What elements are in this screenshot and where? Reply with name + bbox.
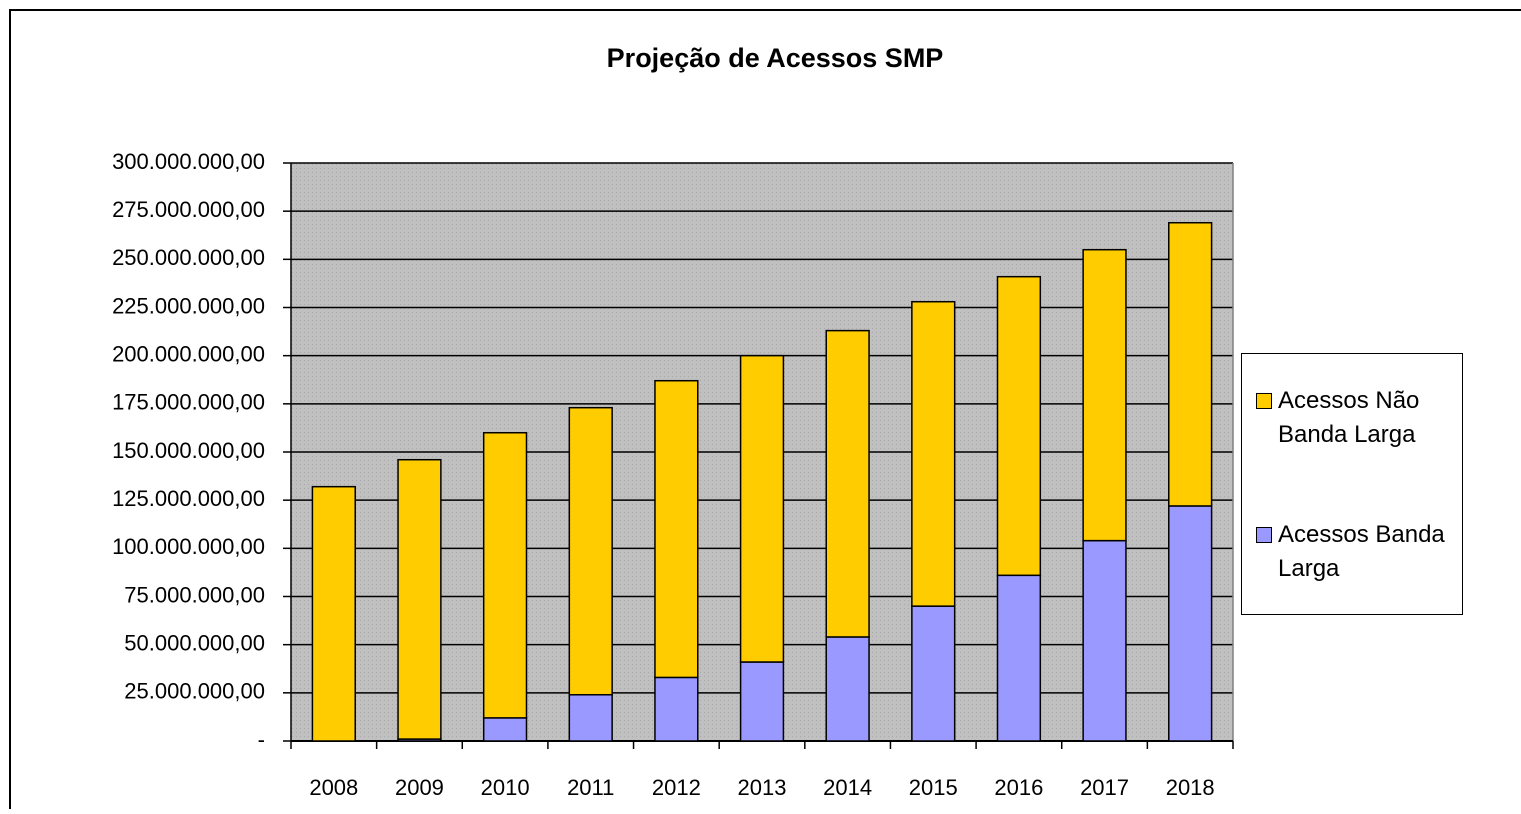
y-tick-label: 125.000.000,00 bbox=[112, 486, 265, 511]
y-tick-label: 25.000.000,00 bbox=[124, 679, 265, 704]
y-tick-label: 300.000.000,00 bbox=[112, 149, 265, 174]
bar-segment bbox=[911, 300, 956, 607]
x-tick-label: 2016 bbox=[994, 775, 1043, 800]
bar-segment bbox=[1082, 248, 1127, 542]
bar-segment bbox=[825, 329, 870, 638]
bar-segment bbox=[911, 605, 956, 742]
bar-segment bbox=[1082, 539, 1127, 742]
x-tick-label: 2014 bbox=[823, 775, 872, 800]
bar-segment bbox=[311, 485, 356, 742]
x-tick-label: 2018 bbox=[1166, 775, 1215, 800]
x-tick-label: 2010 bbox=[481, 775, 530, 800]
bar-segment bbox=[739, 354, 785, 663]
y-tick-label: 275.000.000,00 bbox=[112, 197, 265, 222]
y-tick-label: 200.000.000,00 bbox=[112, 341, 265, 366]
legend-swatch bbox=[1256, 393, 1272, 409]
bar-segment bbox=[654, 379, 699, 679]
legend-item: Acessos Banda Larga bbox=[1256, 518, 1456, 586]
y-tick-label: 100.000.000,00 bbox=[112, 534, 265, 559]
bar-segment bbox=[482, 717, 528, 742]
bar-segment bbox=[1168, 505, 1213, 742]
bar-segment bbox=[996, 275, 1042, 577]
y-tick-label: - bbox=[258, 727, 265, 752]
y-tick-label: 50.000.000,00 bbox=[124, 630, 265, 655]
bar-segment bbox=[739, 661, 785, 742]
x-tick-label: 2013 bbox=[738, 775, 787, 800]
bar-segment bbox=[654, 676, 699, 742]
bar-segment bbox=[996, 574, 1042, 742]
bar-segment bbox=[825, 636, 870, 742]
x-tick-label: 2009 bbox=[395, 775, 444, 800]
y-tick-label: 150.000.000,00 bbox=[112, 438, 265, 463]
bar-segment bbox=[568, 406, 613, 696]
legend-label: Acessos Não Banda Larga bbox=[1278, 387, 1420, 448]
y-tick-label: 250.000.000,00 bbox=[112, 245, 265, 270]
y-tick-label: 175.000.000,00 bbox=[112, 390, 265, 415]
bar-segment bbox=[482, 431, 528, 719]
y-tick-label: 75.000.000,00 bbox=[124, 582, 265, 607]
x-tick-label: 2012 bbox=[652, 775, 701, 800]
x-tick-label: 2008 bbox=[309, 775, 358, 800]
legend-item: Acessos Não Banda Larga bbox=[1256, 384, 1456, 452]
bar-segment bbox=[568, 694, 613, 742]
y-tick-label: 225.000.000,00 bbox=[112, 293, 265, 318]
chart-title: Projeção de Acessos SMP bbox=[607, 43, 944, 73]
legend-label: Acessos Banda Larga bbox=[1278, 521, 1445, 582]
x-tick-label: 2017 bbox=[1080, 775, 1129, 800]
bar-segment bbox=[1168, 221, 1213, 507]
x-tick-label: 2015 bbox=[909, 775, 958, 800]
x-tick-label: 2011 bbox=[567, 775, 614, 800]
bar-segment bbox=[397, 458, 442, 740]
legend-swatch bbox=[1256, 527, 1272, 543]
legend: Acessos Não Banda Larga Acessos Banda Lar… bbox=[1241, 353, 1463, 615]
